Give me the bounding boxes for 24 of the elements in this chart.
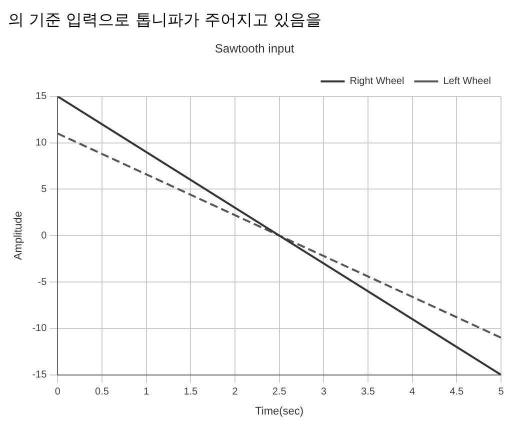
y-tick-label: 15	[36, 91, 48, 102]
legend-label: Right Wheel	[350, 76, 404, 88]
text: 의 기준 입력으로 톱니파가 주어지고 있음을	[8, 9, 322, 31]
x-axis-title: Time(sec)	[255, 405, 304, 418]
legend-label: Left Wheel	[443, 76, 492, 88]
x-tick-label: 1	[144, 386, 150, 398]
y-tick-label: 5	[41, 184, 48, 195]
y-tick-label: 0	[41, 230, 48, 242]
x-tick-label: 2.5	[272, 386, 287, 398]
y-tick-label: 10	[36, 138, 48, 149]
x-tick-label: 5	[498, 386, 504, 398]
chart-title: Sawtooth input	[214, 42, 295, 56]
x-tick-label: 3	[320, 386, 327, 398]
y-tick-label: -5	[38, 276, 48, 288]
x-tick-label: 1.5	[184, 386, 198, 398]
x-tick-label: 2	[232, 386, 238, 398]
y-tick-label: -10	[32, 323, 48, 334]
x-tick-label: 0.5	[95, 386, 110, 398]
x-tick-label: 4.5	[450, 386, 464, 398]
x-tick-label: 0	[54, 386, 61, 398]
x-tick-label: 4	[410, 386, 416, 398]
x-tick-label: 3.5	[361, 386, 376, 398]
y-tick-label: -15	[32, 370, 48, 381]
y-axis-title: Amplitude	[12, 211, 25, 260]
